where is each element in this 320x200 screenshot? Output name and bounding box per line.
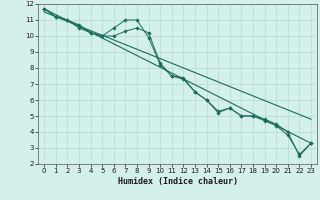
X-axis label: Humidex (Indice chaleur): Humidex (Indice chaleur) <box>118 177 238 186</box>
